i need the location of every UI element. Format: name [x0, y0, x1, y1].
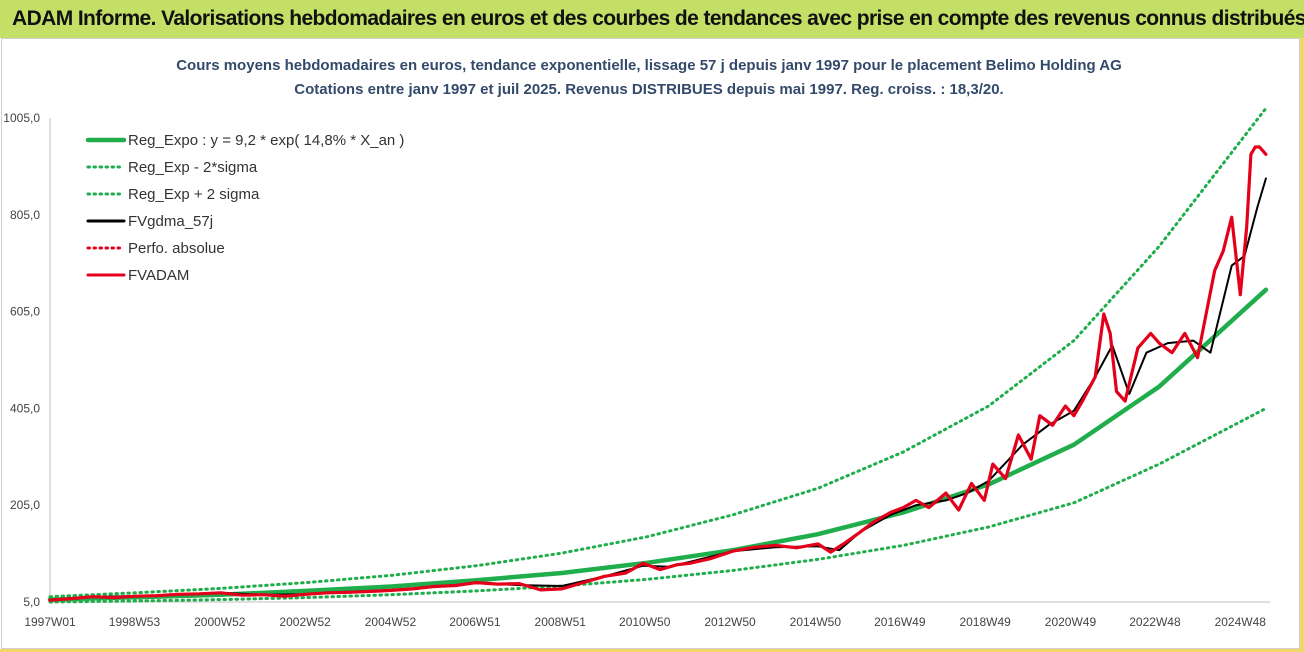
- x-tick-labels: 1997W01 1998W53 2000W52 2002W52 2004W52 2006W…: [24, 615, 1266, 629]
- x-tick-label: 2000W52: [194, 615, 246, 629]
- x-tick-label: 2022W48: [1129, 615, 1181, 629]
- frame-edge-bottom: [0, 649, 1304, 652]
- series-line-0: [47, 287, 1269, 602]
- y-tick-labels: 5,0 205,0 405,0 605,0 805,0 1005,0: [3, 111, 40, 609]
- y-tick-label: 1005,0: [3, 111, 40, 125]
- legend-label: FVADAM: [128, 267, 189, 284]
- legend: Reg_Expo : y = 9,2 * exp( 14,8% * X_an )…: [85, 132, 404, 284]
- x-tick-label: 2006W51: [449, 615, 501, 629]
- series-line-3: [49, 177, 1267, 601]
- y-tick-label: 405,0: [10, 401, 40, 415]
- report-title: ADAM Informe. Valorisations hebdomadaire…: [12, 7, 1304, 30]
- legend-label: Perfo. absolue: [128, 240, 225, 257]
- x-tick-label: 2012W50: [704, 615, 756, 629]
- x-tick-label: 2002W52: [279, 615, 331, 629]
- x-tick-label: 2020W49: [1045, 615, 1097, 629]
- series-line-2: [48, 106, 1268, 599]
- x-tick-label: 2024W48: [1215, 615, 1267, 629]
- y-tick-label: 205,0: [10, 498, 40, 512]
- series-line-1: [48, 406, 1268, 604]
- x-tick-label: 2016W49: [874, 615, 926, 629]
- x-tick-label: 2014W50: [790, 615, 842, 629]
- x-tick-label: 2010W50: [619, 615, 671, 629]
- chart-subtitle-1: Cours moyens hebdomadaires en euros, ten…: [176, 57, 1122, 74]
- series-line-4: [48, 145, 1268, 602]
- y-tick-label: 805,0: [10, 208, 40, 222]
- legend-label: FVgdma_57j: [128, 213, 213, 230]
- legend-label: Reg_Exp + 2 sigma: [128, 186, 260, 203]
- x-tick-label: 2018W49: [959, 615, 1011, 629]
- report-header: ADAM Informe. Valorisations hebdomadaire…: [0, 0, 1304, 38]
- chart-subtitle-2: Cotations entre janv 1997 et juil 2025. …: [294, 81, 1003, 98]
- x-tick-label: 2004W52: [365, 615, 417, 629]
- legend-label: Reg_Exp - 2*sigma: [128, 159, 258, 176]
- series-layer: [47, 106, 1269, 604]
- chart-frame: [1, 38, 1300, 649]
- legend-label: Reg_Expo : y = 9,2 * exp( 14,8% * X_an ): [128, 132, 404, 149]
- x-tick-label: 1997W01: [24, 615, 76, 629]
- y-tick-label: 605,0: [10, 305, 40, 319]
- frame-edge-right: [1300, 38, 1304, 652]
- x-tick-label: 2008W51: [535, 615, 587, 629]
- x-tick-label: 1998W53: [109, 615, 161, 629]
- y-tick-label: 5,0: [23, 595, 40, 609]
